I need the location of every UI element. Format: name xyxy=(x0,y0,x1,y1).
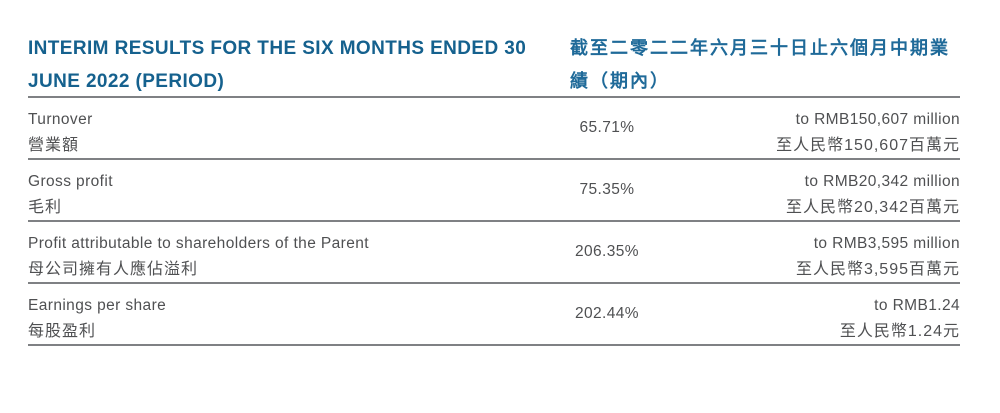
row-change-percent: 65.71% xyxy=(579,119,635,136)
page-title-english: INTERIM RESULTS FOR THE SIX MONTHS ENDED… xyxy=(28,32,570,96)
row-value: to RMB20,342 million 至人民幣20,342百萬元 xyxy=(677,169,960,220)
row-value: to RMB3,595 million 至人民幣3,595百萬元 xyxy=(677,231,960,282)
table-row-profit-attributable: Profit attributable to shareholders of t… xyxy=(28,220,960,282)
row-value-english: to RMB20,342 million xyxy=(804,173,960,190)
row-label: Earnings per share 每股盈利 xyxy=(28,293,537,344)
row-value-english: to RMB3,595 million xyxy=(813,235,960,252)
table-row-turnover: Turnover 營業額 65.71% to RMB150,607 millio… xyxy=(28,96,960,158)
row-value-chinese: 至人民幣150,607百萬元 xyxy=(776,137,960,154)
row-change-percent: 202.44% xyxy=(575,305,639,322)
row-label-chinese: 毛利 xyxy=(28,199,63,216)
row-value-chinese: 至人民幣1.24元 xyxy=(839,323,960,340)
row-label-english: Gross profit xyxy=(28,173,113,190)
row-label: Gross profit 毛利 xyxy=(28,169,537,220)
row-change-percent: 75.35% xyxy=(579,181,635,198)
row-value: to RMB150,607 million 至人民幣150,607百萬元 xyxy=(677,107,960,158)
page-title-english-line1: INTERIM RESULTS FOR THE SIX MONTHS ENDED… xyxy=(28,38,527,59)
row-value-chinese: 至人民幣3,595百萬元 xyxy=(795,261,960,278)
row-label-chinese: 營業額 xyxy=(28,137,80,154)
page-title-english-line2: JUNE 2022 (PERIOD) xyxy=(28,71,225,92)
row-label-english: Earnings per share xyxy=(28,297,167,314)
row-label: Profit attributable to shareholders of t… xyxy=(28,231,537,282)
page-header: INTERIM RESULTS FOR THE SIX MONTHS ENDED… xyxy=(28,0,960,96)
row-label-chinese: 母公司擁有人應佔溢利 xyxy=(28,261,199,278)
row-value-english: to RMB1.24 xyxy=(874,297,960,314)
table-row-earnings-per-share: Earnings per share 每股盈利 202.44% to RMB1.… xyxy=(28,282,960,346)
row-value-english: to RMB150,607 million xyxy=(795,111,960,128)
row-label-chinese: 每股盈利 xyxy=(28,323,97,340)
row-label-english: Turnover xyxy=(28,111,93,128)
page-title-chinese-line2: 績（期內） xyxy=(570,71,670,91)
row-label: Turnover 營業額 xyxy=(28,107,537,158)
row-change-percent: 206.35% xyxy=(575,243,639,260)
results-table: Turnover 營業額 65.71% to RMB150,607 millio… xyxy=(28,96,960,346)
row-value: to RMB1.24 至人民幣1.24元 xyxy=(677,293,960,344)
table-row-gross-profit: Gross profit 毛利 75.35% to RMB20,342 mill… xyxy=(28,158,960,220)
row-value-chinese: 至人民幣20,342百萬元 xyxy=(786,199,960,216)
page-title-chinese-line1: 截至二零二二年六月三十日止六個月中期業 xyxy=(570,38,950,58)
page-title-chinese: 截至二零二二年六月三十日止六個月中期業 績（期內） xyxy=(570,32,960,96)
row-label-english: Profit attributable to shareholders of t… xyxy=(28,235,369,252)
